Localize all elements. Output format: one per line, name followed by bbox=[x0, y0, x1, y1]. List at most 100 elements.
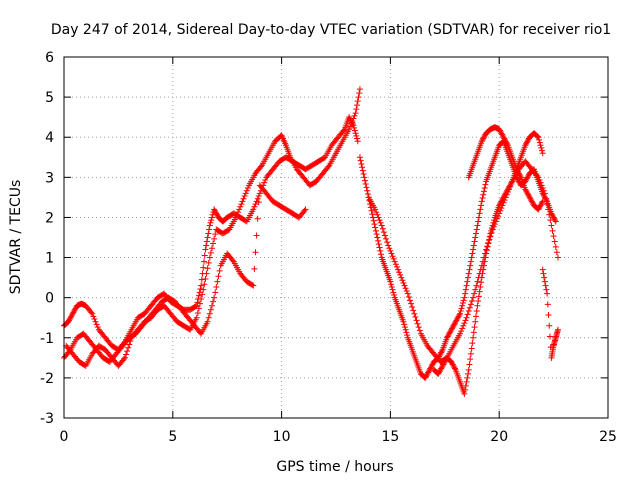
data-point bbox=[537, 179, 544, 186]
data-point bbox=[489, 222, 496, 229]
data-point bbox=[544, 201, 551, 208]
data-point bbox=[542, 282, 549, 289]
data-point bbox=[451, 321, 458, 328]
data-point bbox=[480, 134, 487, 141]
data-point bbox=[544, 301, 551, 308]
data-point bbox=[480, 191, 487, 198]
data-point bbox=[413, 317, 420, 324]
data-point bbox=[478, 279, 485, 286]
data-point bbox=[200, 258, 207, 265]
data-point bbox=[123, 351, 130, 358]
data-point bbox=[400, 318, 407, 325]
data-point bbox=[404, 332, 411, 339]
data-point bbox=[202, 275, 209, 282]
data-point bbox=[534, 172, 541, 179]
data-point bbox=[195, 292, 202, 299]
data-point bbox=[515, 177, 522, 184]
data-point bbox=[502, 190, 509, 197]
data-point bbox=[375, 241, 382, 248]
data-point bbox=[362, 181, 369, 188]
data-point bbox=[475, 293, 482, 300]
data-point bbox=[411, 310, 418, 317]
data-point bbox=[476, 210, 483, 217]
data-point bbox=[467, 356, 474, 363]
data-point bbox=[401, 324, 408, 331]
data-point bbox=[536, 177, 543, 184]
data-point bbox=[535, 174, 542, 181]
data-point bbox=[204, 265, 211, 272]
data-point bbox=[388, 250, 395, 257]
data-point bbox=[415, 324, 422, 331]
data-point bbox=[474, 302, 481, 309]
data-point bbox=[211, 294, 218, 301]
data-point bbox=[395, 266, 402, 273]
data-point bbox=[464, 311, 471, 318]
data-point bbox=[205, 314, 212, 321]
data-point bbox=[449, 360, 456, 367]
data-point bbox=[507, 182, 514, 189]
data-point bbox=[372, 227, 379, 234]
data-point bbox=[253, 232, 260, 239]
data-point bbox=[467, 301, 474, 308]
data-point bbox=[203, 242, 210, 249]
series-track-c bbox=[61, 182, 309, 365]
data-point bbox=[514, 167, 521, 174]
data-point bbox=[498, 198, 505, 205]
data-point bbox=[214, 211, 221, 218]
data-point bbox=[243, 187, 250, 194]
data-point bbox=[208, 217, 215, 224]
data-point bbox=[201, 281, 208, 288]
data-point bbox=[428, 364, 435, 371]
data-point bbox=[354, 102, 361, 109]
data-point bbox=[232, 214, 239, 221]
data-point bbox=[472, 230, 479, 237]
data-point bbox=[546, 322, 553, 329]
data-point bbox=[538, 201, 545, 208]
data-point bbox=[236, 206, 243, 213]
data-point bbox=[358, 160, 365, 167]
data-point bbox=[471, 238, 478, 245]
data-point bbox=[450, 362, 457, 369]
data-point bbox=[229, 257, 236, 264]
data-point bbox=[428, 362, 435, 369]
data-point bbox=[499, 195, 506, 202]
data-point bbox=[550, 214, 557, 221]
data-point bbox=[425, 368, 432, 375]
data-point bbox=[462, 382, 469, 389]
data-point bbox=[212, 289, 219, 296]
data-point bbox=[90, 313, 97, 320]
data-point bbox=[546, 333, 553, 340]
data-point bbox=[486, 233, 493, 240]
data-point bbox=[197, 300, 203, 307]
data-point bbox=[208, 245, 215, 252]
data-point bbox=[446, 329, 453, 336]
data-point bbox=[356, 90, 363, 97]
data-point bbox=[251, 265, 258, 272]
data-point bbox=[551, 215, 558, 222]
data-point bbox=[462, 290, 469, 297]
data-point bbox=[71, 306, 78, 313]
data-point bbox=[353, 132, 360, 139]
data-point bbox=[388, 281, 395, 288]
data-point bbox=[497, 128, 504, 135]
data-point bbox=[443, 334, 450, 341]
data-point bbox=[505, 185, 512, 192]
data-point bbox=[470, 294, 477, 301]
data-point bbox=[237, 203, 244, 210]
data-point bbox=[461, 390, 468, 397]
data-point bbox=[200, 264, 207, 271]
data-point bbox=[377, 219, 384, 226]
y-tick-label: 5 bbox=[45, 90, 54, 106]
data-point bbox=[198, 276, 205, 283]
data-point bbox=[387, 247, 394, 254]
data-point bbox=[372, 224, 379, 231]
data-point bbox=[422, 374, 429, 381]
data-point bbox=[364, 191, 371, 198]
data-point bbox=[371, 221, 378, 228]
plot-frame bbox=[63, 56, 609, 419]
data-point bbox=[522, 142, 529, 149]
data-point bbox=[490, 219, 497, 226]
data-point bbox=[203, 238, 210, 245]
data-point bbox=[204, 234, 211, 241]
data-point bbox=[353, 106, 360, 113]
